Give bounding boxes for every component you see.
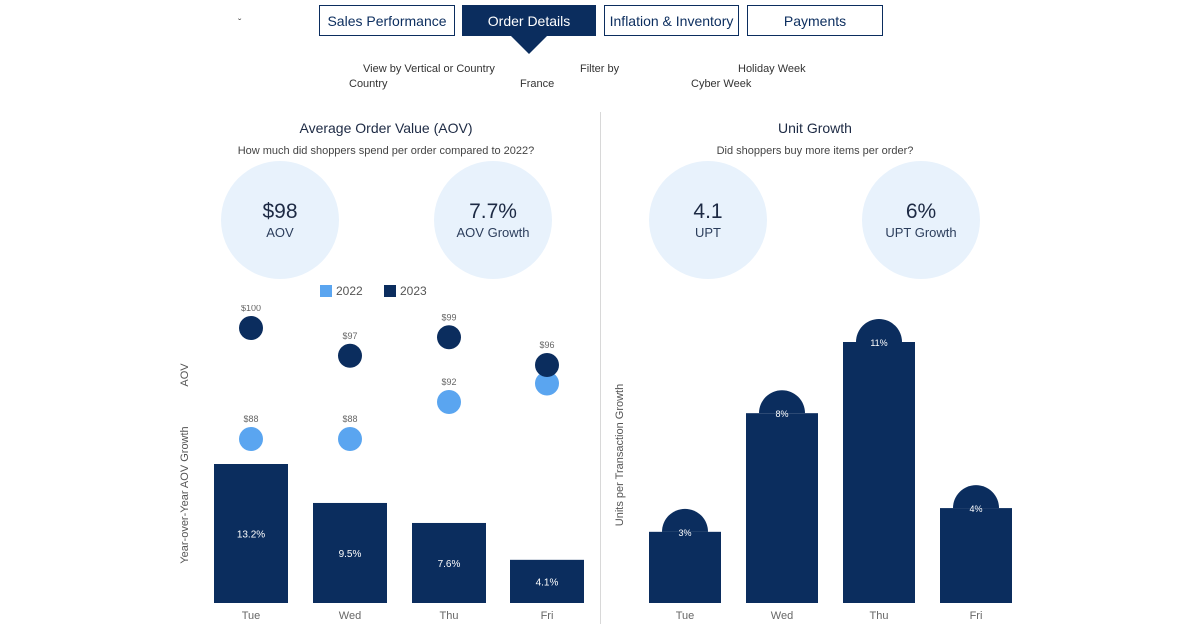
yoy-growth-bar-label-wed: 9.5% (339, 549, 362, 560)
dashboard-tabs: Sales Performance Order Details Inflatio… (319, 5, 884, 38)
upt-growth-kpi-circle: 6% UPT Growth (862, 161, 980, 279)
upt-growth-axis-label: Units per Transaction Growth (614, 384, 626, 526)
aov-dot-label-2023-fri: $96 (539, 340, 554, 350)
aov-dot-2022-thu (437, 390, 461, 414)
holiday-week-label: Holiday Week (738, 63, 806, 75)
upt-growth-bar-cap-wed (759, 390, 805, 414)
yoy-growth-bar-fri (510, 559, 584, 603)
aov-dot-2023-wed (338, 343, 362, 368)
upt-x-tick-wed: Wed (771, 610, 793, 622)
yoy-growth-bar-label-thu: 7.6% (438, 559, 461, 570)
legend-label-2023: 2023 (400, 284, 427, 298)
tab-sales-performance[interactable]: Sales Performance (319, 5, 455, 36)
yoy-growth-axis-label: Year-over-Year AOV Growth (179, 426, 191, 563)
upt-growth-bar-fri (940, 508, 1012, 603)
upt-growth-bar-cap-tue (662, 508, 708, 532)
upt-growth-bar-label-fri: 4% (969, 504, 982, 514)
upt-growth-bar-wed (746, 413, 818, 603)
legend-label-2022: 2022 (336, 284, 363, 298)
upt-growth-chart: Units per Transaction Growth 3% Tue 8% Wed 11… (614, 319, 1012, 622)
yoy-growth-bar-tue (214, 464, 288, 603)
yoy-growth-bar-label-fri: 4.1% (536, 577, 559, 588)
aov-dot-2023-tue (239, 316, 263, 340)
aov-kpi-label: AOV (266, 225, 294, 241)
active-tab-indicator (511, 36, 547, 54)
upt-growth-bar-cap-fri (953, 485, 999, 509)
unit-section-subtitle: Did shoppers buy more items per order? (716, 145, 914, 157)
aov-dot-label-2023-wed: $97 (342, 331, 357, 341)
aov-section-subtitle: How much did shoppers spend per order co… (237, 145, 535, 157)
unit-section-title: Unit Growth (778, 120, 852, 136)
filter-by-dropdown[interactable]: France (520, 78, 555, 90)
aov-dot-label-2022-thu: $92 (441, 377, 456, 387)
holiday-week-dropdown[interactable]: Cyber Week (691, 78, 752, 90)
aov-x-tick-wed: Wed (339, 610, 361, 622)
upt-kpi-value: 4.1 (693, 199, 723, 223)
corner-mark: ˇ (238, 18, 242, 29)
aov-dot-2023-fri (535, 353, 559, 377)
aov-dot-label-2023-tue: $100 (241, 305, 261, 313)
upt-growth-bar-label-wed: 8% (775, 409, 788, 419)
legend-swatch-2023 (384, 285, 396, 297)
upt-kpi-label: UPT (695, 225, 721, 241)
upt-x-tick-tue: Tue (676, 610, 695, 622)
filter-by-label: Filter by (580, 63, 620, 75)
aov-x-tick-thu: Thu (440, 610, 459, 622)
aov-kpi-circle: $98 AOV (221, 161, 339, 279)
view-by-dropdown[interactable]: Country (349, 78, 388, 90)
upt-growth-bar-label-tue: 3% (678, 528, 691, 538)
aov-dot-2022-wed (338, 427, 362, 451)
yoy-growth-bar-wed (313, 502, 387, 603)
section-divider (600, 112, 601, 624)
upt-x-tick-thu: Thu (870, 610, 889, 622)
aov-dot-label-2022-wed: $88 (342, 414, 357, 424)
upt-growth-bar-thu (843, 342, 915, 603)
upt-growth-kpi-label: UPT Growth (885, 225, 957, 241)
aov-kpi-value: $98 (262, 199, 298, 223)
legend-swatch-2022 (320, 285, 332, 297)
aov-dot-label-2023-thu: $99 (441, 312, 456, 322)
tab-order-details[interactable]: Order Details (462, 5, 596, 36)
tab-payments[interactable]: Payments (747, 5, 883, 36)
aov-section-title: Average Order Value (AOV) (299, 120, 473, 136)
aov-x-tick-tue: Tue (242, 610, 261, 622)
upt-kpi-circle: 4.1 UPT (649, 161, 767, 279)
yoy-growth-bar-label-tue: 13.2% (237, 530, 265, 541)
aov-x-tick-fri: Fri (541, 610, 554, 622)
view-by-label: View by Vertical or Country (363, 63, 495, 75)
upt-growth-kpi-value: 6% (905, 199, 937, 223)
aov-dot-2022-fri (535, 371, 559, 396)
upt-growth-bar-label-thu: 11% (870, 338, 887, 348)
yoy-growth-bar-thu (412, 522, 486, 603)
tab-inflation-inventory[interactable]: Inflation & Inventory (604, 5, 739, 36)
upt-growth-bar-cap-thu (856, 319, 902, 342)
aov-dot-label-2022-tue: $88 (243, 414, 258, 424)
aov-dot-and-growth-chart: AOV Year-over-Year AOV Growth $88 $88 $92 $10… (179, 305, 584, 622)
aov-dot-2023-thu (437, 325, 461, 350)
upt-growth-bar-tue (649, 531, 721, 603)
aov-growth-kpi-value: 7.7% (469, 199, 517, 223)
aov-growth-kpi-label: AOV Growth (456, 225, 530, 241)
upt-x-tick-fri: Fri (970, 610, 983, 622)
aov-axis-label: AOV (179, 363, 191, 387)
aov-growth-kpi-circle: 7.7% AOV Growth (434, 161, 552, 279)
aov-dot-2022-tue (239, 427, 263, 451)
